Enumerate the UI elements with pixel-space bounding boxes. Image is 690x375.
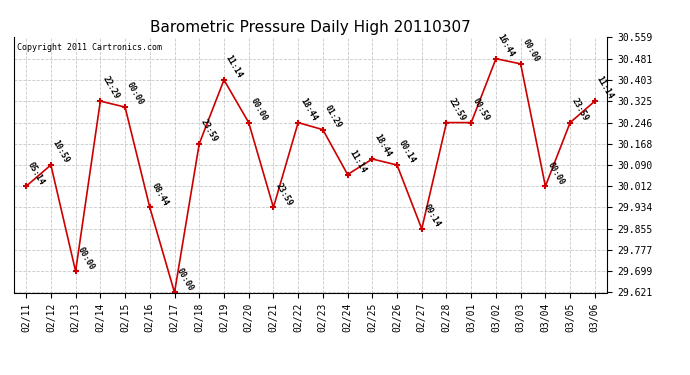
Text: 11:14: 11:14: [595, 75, 615, 101]
Text: 22:29: 22:29: [100, 75, 121, 101]
Text: 11:14: 11:14: [348, 148, 368, 174]
Text: 01:29: 01:29: [323, 104, 343, 130]
Text: 18:44: 18:44: [298, 96, 318, 123]
Text: 11:14: 11:14: [224, 54, 244, 80]
Text: 23:59: 23:59: [570, 96, 591, 123]
Text: 18:44: 18:44: [373, 133, 393, 159]
Text: 23:59: 23:59: [199, 118, 219, 144]
Text: 00:00: 00:00: [175, 266, 195, 292]
Text: 00:00: 00:00: [76, 245, 96, 271]
Text: 23:59: 23:59: [273, 181, 294, 207]
Text: 00:00: 00:00: [545, 160, 566, 186]
Text: 09:14: 09:14: [422, 203, 442, 229]
Text: 08:44: 08:44: [150, 181, 170, 207]
Text: 05:14: 05:14: [26, 160, 46, 186]
Title: Barometric Pressure Daily High 20110307: Barometric Pressure Daily High 20110307: [150, 20, 471, 35]
Text: 00:59: 00:59: [471, 96, 491, 123]
Text: 00:00: 00:00: [248, 96, 269, 123]
Text: 22:59: 22:59: [446, 96, 466, 123]
Text: Copyright 2011 Cartronics.com: Copyright 2011 Cartronics.com: [17, 43, 161, 52]
Text: 00:00: 00:00: [521, 38, 541, 64]
Text: 16:44: 16:44: [496, 33, 516, 59]
Text: 00:14: 00:14: [397, 139, 417, 165]
Text: 00:00: 00:00: [125, 81, 146, 107]
Text: 10:59: 10:59: [51, 139, 71, 165]
